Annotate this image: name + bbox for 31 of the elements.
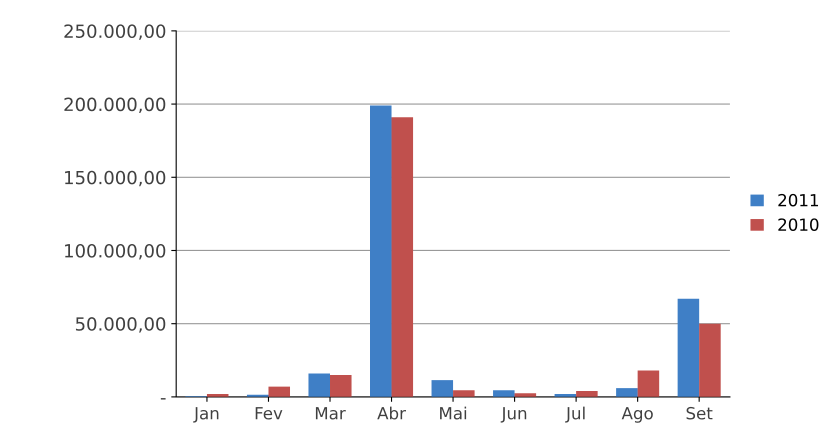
y-tick-label: 150.000,00: [65, 170, 166, 186]
bar: [308, 373, 330, 397]
y-tick-label: 200.000,00: [64, 98, 166, 114]
bar: [330, 374, 352, 397]
bar: [392, 117, 414, 397]
bar: [432, 380, 454, 397]
x-tick-label: Ago: [622, 407, 653, 423]
bar: [616, 388, 638, 397]
x-tick-label: Jul: [565, 406, 585, 423]
y-tick-label: 250.000,00: [64, 24, 166, 40]
bar: [268, 386, 290, 397]
bar: [576, 391, 598, 397]
bar: [453, 390, 475, 397]
y-tick-label: 50.000,00: [76, 317, 166, 333]
bar: [699, 324, 721, 397]
x-tick-label: Abr: [377, 406, 406, 420]
y-tick-label: 100.000,00: [65, 244, 166, 260]
bar: [678, 298, 700, 397]
x-tick-label: Set: [686, 406, 712, 420]
x-tick-label: Jun: [500, 407, 526, 423]
legend-label: 2011: [778, 194, 818, 206]
legend-label: 2010: [778, 218, 818, 231]
x-tick-label: Jan: [193, 407, 218, 423]
x-tick-label: Mai: [440, 406, 466, 420]
x-tick-label: Mar: [316, 407, 346, 420]
x-tick-label: Fev: [256, 407, 282, 420]
y-tick-label: -: [160, 398, 166, 400]
bar: [514, 393, 536, 397]
bar: [493, 390, 515, 397]
bar: [370, 106, 392, 397]
bar: [638, 370, 660, 397]
